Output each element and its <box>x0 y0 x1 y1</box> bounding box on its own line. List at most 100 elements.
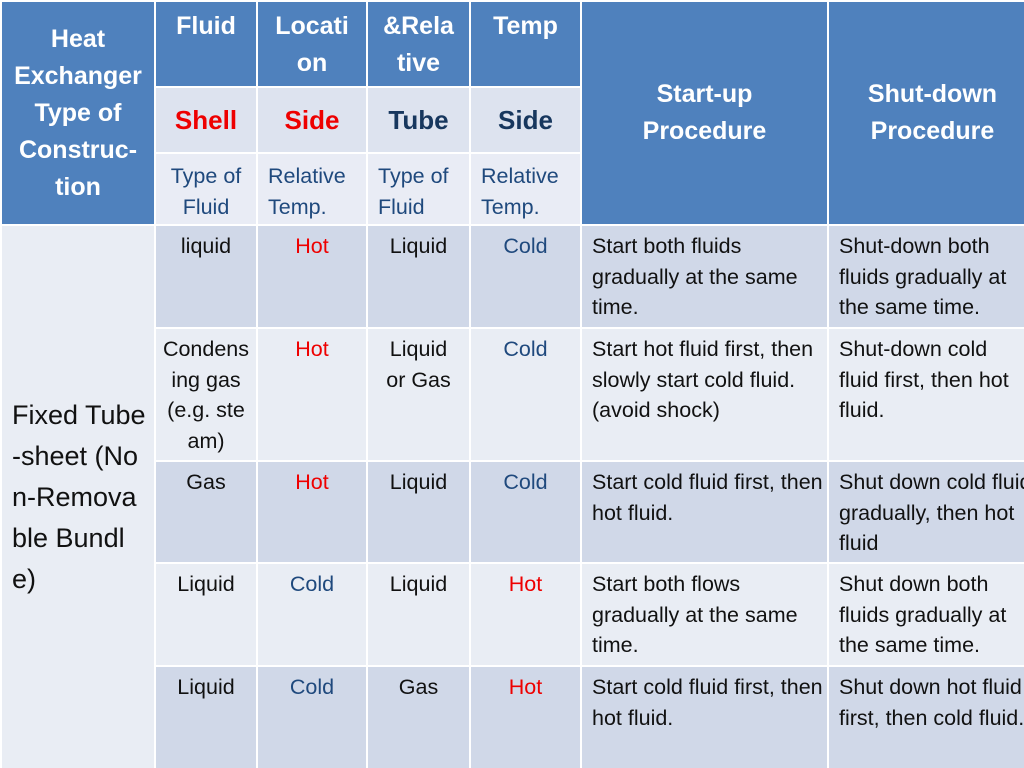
tube-fluid-cell: Liquid <box>366 562 471 667</box>
startup-text: Start hot fluid first, then slowly start… <box>592 337 814 422</box>
subheader-type-of-fluid-shell: Type of Fluid <box>154 152 258 226</box>
shutdown-cell: Shut down both fluids gradually at the s… <box>827 562 1024 667</box>
startup-text: Start cold fluid first, then hot fluid. <box>592 470 823 525</box>
shutdown-text: Shut-down cold fluid first, then hot flu… <box>839 337 1009 422</box>
shell-fluid: Liquid <box>177 572 235 596</box>
header-location-label: Locati on <box>275 12 349 77</box>
shutdown-text: Shut-down both fluids gradually at the s… <box>839 234 1007 319</box>
header-fluid: Fluid <box>154 0 258 88</box>
shell-fluid: Gas <box>186 470 226 494</box>
subheader-side-shell-label: Side <box>284 104 340 135</box>
tube-fluid-cell: Liquid <box>366 224 471 329</box>
subheader-side-tube-label: Side <box>498 104 553 135</box>
shell-temp-cell: Hot <box>256 327 368 462</box>
tube-fluid-cell: Liquid or Gas <box>366 327 471 462</box>
subheader-relative-temp-tube-label: Relative Temp. <box>481 164 559 219</box>
table-row: Gas Hot Liquid Cold Start cold fluid fir… <box>1 460 1024 564</box>
shell-fluid: Liquid <box>177 675 235 699</box>
shutdown-text: Shut down both fluids gradually at the s… <box>839 572 1007 657</box>
startup-text: Start cold fluid first, then hot fluid. <box>592 675 823 730</box>
subheader-side-shell: Side <box>256 86 368 154</box>
shell-fluid-cell: Condensing gas (e.g. steam) <box>154 327 258 462</box>
startup-cell: Start both flows gradually at the same t… <box>580 562 829 667</box>
startup-text: Start both flows gradually at the same t… <box>592 572 798 657</box>
header-construction-type-label: Heat Exchanger Type of Construc-tion <box>14 24 142 201</box>
tube-temp-cell: Hot <box>469 562 582 667</box>
shutdown-cell: Shut down cold fluid gradually, then hot… <box>827 460 1024 564</box>
subheader-relative-temp-shell-label: Relative Temp. <box>268 164 346 219</box>
tube-temp: Cold <box>503 470 548 494</box>
tube-temp-cell: Cold <box>469 460 582 564</box>
table-row: Liquid Cold Gas Hot Start cold fluid fir… <box>1 665 1024 768</box>
header-construction-type: Heat Exchanger Type of Construc-tion <box>0 0 156 226</box>
header-temp: Temp <box>469 0 582 88</box>
header-startup-label: Start-up Procedure <box>642 80 767 145</box>
shutdown-cell: Shut down hot fluid first, then cold flu… <box>827 665 1024 768</box>
tube-temp: Cold <box>503 337 548 361</box>
startup-cell: Start both fluids gradually at the same … <box>580 224 829 329</box>
subheader-relative-temp-shell: Relative Temp. <box>256 152 368 226</box>
tube-temp-cell: Hot <box>469 665 582 768</box>
shutdown-text: Shut down hot fluid first, then cold flu… <box>839 675 1024 730</box>
header-relative: &Rela tive <box>366 0 471 88</box>
shutdown-text: Shut down cold fluid gradually, then hot… <box>839 470 1024 555</box>
header-shutdown: Shut-down Procedure <box>827 0 1024 226</box>
tube-temp: Hot <box>508 572 543 596</box>
startup-cell: Start cold fluid first, then hot fluid. <box>580 460 829 564</box>
header-location: Locati on <box>256 0 368 88</box>
shell-temp: Cold <box>289 675 335 699</box>
tube-temp-cell: Cold <box>469 327 582 462</box>
shell-temp: Hot <box>295 337 329 361</box>
tube-fluid-cell: Liquid <box>366 460 471 564</box>
tube-fluid: Liquid <box>389 572 448 596</box>
subheader-tube-label: Tube <box>388 104 449 135</box>
shutdown-cell: Shut-down both fluids gradually at the s… <box>827 224 1024 329</box>
header-fluid-label: Fluid <box>176 12 236 40</box>
construction-type-cell: Fixed Tube-sheet (Non-Removable Bundle) <box>0 224 156 768</box>
shell-temp-cell: Cold <box>256 665 368 768</box>
header-shutdown-label: Shut-down Procedure <box>867 80 998 145</box>
subheader-type-of-fluid-tube-label: Type of Fluid <box>378 164 449 219</box>
subheader-type-of-fluid-shell-label: Type of Fluid <box>170 164 242 219</box>
table-row: Condensing gas (e.g. steam) Hot Liquid o… <box>1 327 1024 462</box>
shell-fluid-cell: Liquid <box>154 665 258 768</box>
subheader-shell-label: Shell <box>174 104 238 135</box>
subheader-side-tube: Side <box>469 86 582 154</box>
subheader-shell: Shell <box>154 86 258 154</box>
tube-temp: Cold <box>503 234 548 258</box>
header-temp-label: Temp <box>493 12 558 40</box>
tube-fluid: Liquid <box>389 470 448 494</box>
shutdown-cell: Shut-down cold fluid first, then hot flu… <box>827 327 1024 462</box>
shell-temp-cell: Hot <box>256 224 368 329</box>
tube-fluid: Liquid or Gas <box>386 337 451 392</box>
startup-cell: Start hot fluid first, then slowly start… <box>580 327 829 462</box>
subheader-type-of-fluid-tube: Type of Fluid <box>366 152 471 226</box>
shell-fluid-cell: Liquid <box>154 562 258 667</box>
tube-fluid: Gas <box>398 675 439 699</box>
header-relative-label: &Rela tive <box>383 12 454 77</box>
subheader-tube: Tube <box>366 86 471 154</box>
tube-fluid-cell: Gas <box>366 665 471 768</box>
table-row: Liquid Cold Liquid Hot Start both flows … <box>1 562 1024 667</box>
shell-fluid: Condensing gas (e.g. steam) <box>162 337 250 453</box>
table-row: Fixed Tube-sheet (Non-Removable Bundle) … <box>0 224 1024 768</box>
shell-fluid: liquid <box>180 234 232 258</box>
header-startup: Start-up Procedure <box>580 0 829 226</box>
subheader-relative-temp-tube: Relative Temp. <box>469 152 582 226</box>
shell-fluid-cell: liquid <box>154 224 258 329</box>
shell-temp-cell: Cold <box>256 562 368 667</box>
construction-type-label: Fixed Tube-sheet (Non-Removable Bundle) <box>12 399 146 594</box>
subheader-row-side: Shell Side Tube Side <box>1 86 1024 154</box>
startup-cell: Start cold fluid first, then hot fluid. <box>580 665 829 768</box>
shell-temp: Hot <box>295 234 329 258</box>
tube-temp-cell: Cold <box>469 224 582 329</box>
shell-fluid-cell: Gas <box>154 460 258 564</box>
tube-temp: Hot <box>508 675 543 699</box>
shell-temp: Hot <box>295 470 329 494</box>
subheader-row-type: Type of Fluid Relative Temp. Type of Flu… <box>1 152 1024 226</box>
shell-temp-cell: Hot <box>256 460 368 564</box>
tube-fluid: Liquid <box>389 234 448 258</box>
startup-text: Start both fluids gradually at the same … <box>592 234 798 319</box>
